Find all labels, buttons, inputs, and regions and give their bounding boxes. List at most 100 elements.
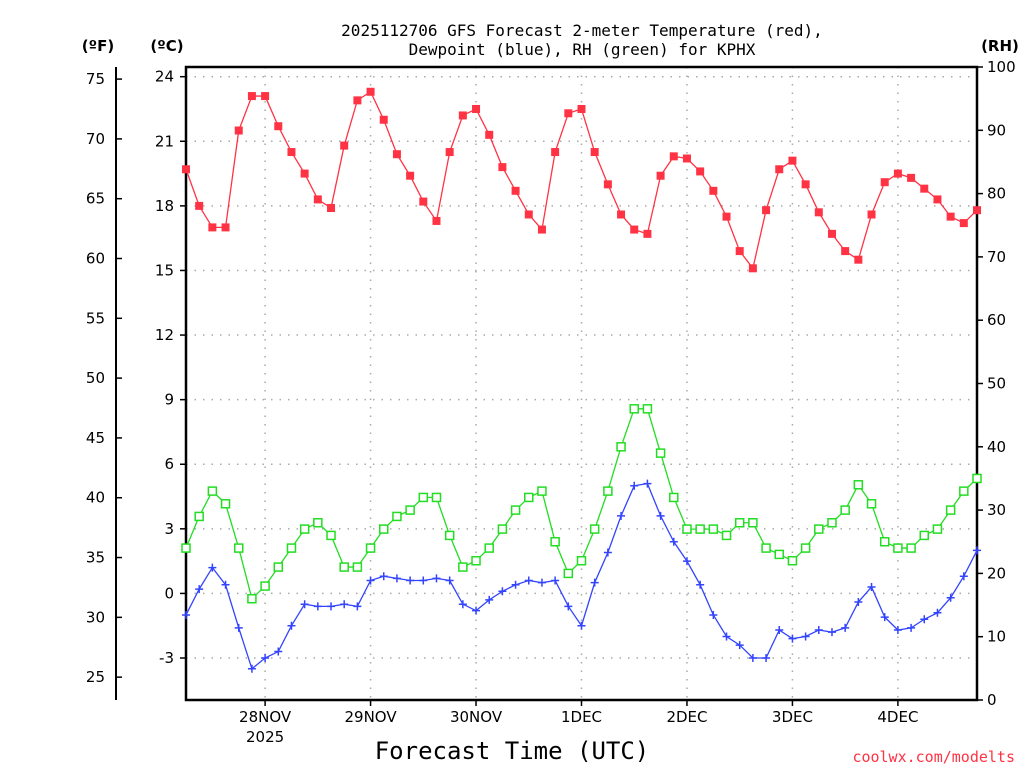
temperature-c-point bbox=[195, 201, 204, 210]
dewpoint-c-point bbox=[709, 610, 718, 619]
celsius-tick-label: 15 bbox=[155, 261, 174, 279]
rh-point bbox=[721, 530, 732, 541]
rh-point bbox=[682, 524, 692, 534]
dewpoint-c-point bbox=[590, 578, 599, 587]
rh-point bbox=[510, 505, 521, 515]
credit-link[interactable]: coolwx.com/modelts bbox=[852, 748, 1015, 766]
temperature-c-point bbox=[709, 186, 718, 195]
rh-point bbox=[787, 555, 798, 566]
rh-tick-label: 20 bbox=[987, 564, 1006, 582]
temperature-c-point bbox=[880, 178, 889, 187]
rh-point bbox=[866, 499, 877, 509]
temperature-c-point bbox=[472, 104, 481, 113]
chart-title-line2: Dewpoint (blue), RH (green) for KPHX bbox=[409, 40, 756, 59]
temperature-c-point bbox=[643, 229, 652, 238]
temperature-c-point bbox=[788, 156, 797, 165]
rh-point bbox=[299, 524, 310, 534]
dewpoint-c-point bbox=[577, 621, 586, 630]
temperature-c-point bbox=[419, 197, 428, 206]
temperature-c-point bbox=[669, 152, 678, 161]
rh-point bbox=[273, 562, 284, 572]
x-tick-label: 30NOV bbox=[450, 708, 503, 726]
rh-point bbox=[853, 480, 864, 490]
dewpoint-c-point bbox=[669, 537, 678, 546]
dewpoint-c-point bbox=[643, 479, 652, 488]
temperature-c-point bbox=[762, 206, 771, 215]
fahrenheit-tick-label: 35 bbox=[86, 549, 105, 567]
temperature-c-point bbox=[221, 223, 230, 232]
rh-point bbox=[365, 543, 376, 553]
rh-point bbox=[589, 524, 600, 534]
x-axis-label: Forecast Time (UTC) bbox=[375, 737, 650, 765]
celsius-tick-label: 6 bbox=[164, 455, 174, 473]
celsius-tick-label: 3 bbox=[164, 520, 174, 538]
temperature-c-point bbox=[801, 180, 810, 189]
temperature-c-point bbox=[392, 150, 401, 159]
temperature-c-point bbox=[300, 169, 309, 178]
dewpoint-c-point bbox=[854, 598, 863, 607]
rh-point bbox=[431, 492, 442, 503]
fahrenheit-tick-label: 75 bbox=[86, 70, 105, 88]
rh-point bbox=[629, 404, 639, 414]
rh-point bbox=[207, 486, 218, 496]
rh-point bbox=[959, 486, 969, 496]
celsius-tick-label: -3 bbox=[159, 649, 174, 667]
rh-point bbox=[444, 530, 455, 541]
rh-point bbox=[458, 562, 468, 572]
temperature-c-point bbox=[748, 264, 757, 273]
temperature-c-point bbox=[327, 204, 336, 213]
rh-point bbox=[497, 524, 508, 534]
rh-point bbox=[260, 581, 270, 591]
fahrenheit-tick-label: 60 bbox=[86, 250, 105, 268]
dewpoint-c-point bbox=[682, 557, 691, 566]
rh-point bbox=[734, 518, 745, 528]
dewpoint-c-point bbox=[788, 634, 797, 643]
temperature-c-point bbox=[735, 247, 744, 256]
x-tick-label: 2DEC bbox=[666, 708, 707, 726]
fahrenheit-tick-label: 55 bbox=[86, 309, 105, 327]
dewpoint-c-point bbox=[498, 587, 507, 596]
dewpoint-c-point bbox=[933, 608, 942, 617]
temperature-c-point bbox=[841, 247, 850, 256]
dewpoint-c-point bbox=[801, 632, 810, 641]
temperature-c-point bbox=[656, 171, 665, 180]
celsius-tick-label: 12 bbox=[155, 326, 174, 344]
temperature-c-point bbox=[261, 92, 270, 101]
dewpoint-c-point bbox=[630, 481, 639, 490]
dewpoint-c-point bbox=[907, 623, 916, 632]
temperature-c-point bbox=[551, 148, 560, 157]
temperature-c-point bbox=[973, 206, 981, 215]
rh-point bbox=[945, 505, 956, 515]
dewpoint-c-point bbox=[880, 613, 889, 622]
rh-point bbox=[471, 555, 481, 566]
temperature-c-point bbox=[907, 173, 916, 182]
dewpoint-c-point bbox=[261, 654, 270, 663]
dewpoint-c-point bbox=[735, 641, 744, 650]
rh-point bbox=[484, 543, 494, 553]
rh-point bbox=[840, 505, 850, 515]
rh-point bbox=[286, 543, 297, 553]
fahrenheit-tick-label: 30 bbox=[86, 608, 105, 626]
fahrenheit-tick-label: 50 bbox=[86, 369, 105, 387]
rh-point bbox=[418, 492, 429, 503]
temperature-c-point bbox=[775, 165, 784, 174]
temperature-c-point bbox=[458, 111, 467, 120]
rh-point bbox=[616, 442, 626, 452]
rh-point bbox=[405, 505, 415, 515]
dewpoint-c-point bbox=[458, 600, 467, 609]
rh-point bbox=[524, 492, 534, 503]
rh-point bbox=[326, 530, 336, 541]
dewpoint-c-point bbox=[366, 576, 375, 585]
x-tick-sublabel: 2025 bbox=[246, 728, 284, 746]
rh-unit-label: (RH) bbox=[981, 37, 1019, 55]
rh-line bbox=[185, 408, 978, 600]
rh-tick-label: 50 bbox=[987, 375, 1006, 393]
temperature-c-point bbox=[854, 255, 863, 264]
temperature-c-point bbox=[537, 225, 546, 234]
rh-tick-label: 0 bbox=[987, 691, 997, 709]
temperature-c-point bbox=[340, 141, 349, 150]
celsius-unit-label: (ºC) bbox=[150, 37, 183, 55]
temperature-c-point bbox=[617, 210, 626, 219]
dewpoint-c-point bbox=[537, 578, 546, 587]
rh-point bbox=[748, 518, 758, 528]
